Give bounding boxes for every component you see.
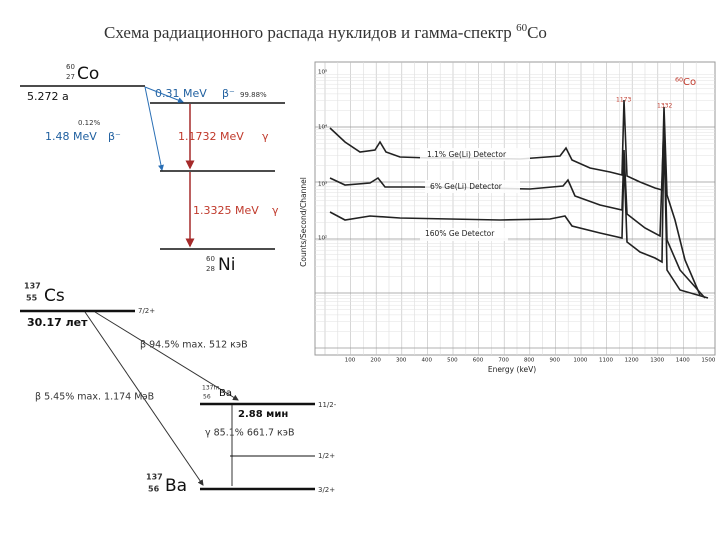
energy: 1.1732 MeV (178, 130, 244, 143)
z: 28 (206, 265, 215, 273)
x-axis-label: Energy (keV) (488, 365, 536, 374)
beta-arrow (144, 86, 164, 171)
energy: 1.3325 MeV (193, 204, 259, 217)
legend-bg (425, 180, 520, 193)
gamma: γ (272, 204, 279, 217)
symbol: Ba (219, 388, 232, 399)
half-life: 30.17 лет (27, 316, 88, 329)
spin: 11/2- (318, 401, 337, 409)
y-axis-label: Counts/Second/Channel (299, 177, 308, 267)
plot-frame (314, 61, 716, 356)
x-tick-label: 1000 (573, 358, 587, 364)
x-tick-label: 1200 (625, 358, 639, 364)
mass: 137m (202, 385, 219, 392)
beta: β⁻ (108, 130, 121, 143)
title-sup: 60 (516, 22, 528, 34)
cs137-scheme: 137 55 Cs 7/2+ 30.17 лет β 94.5% max. 51… (20, 282, 337, 496)
gamma: γ (262, 130, 269, 143)
y-tick-label: 10² (318, 235, 327, 242)
mass: 137 (146, 473, 163, 482)
grid (315, 62, 715, 355)
spin: 3/2+ (318, 486, 335, 494)
mass: 60 (206, 255, 215, 263)
x-tick-label: 500 (447, 358, 458, 364)
beta: β⁻ (222, 87, 235, 100)
legend-label: 1.1% Ge(Li) Detector (427, 150, 507, 159)
spin: 7/2+ (138, 307, 155, 315)
legend-label: 160% Ge Detector (425, 229, 495, 238)
co60-scheme: 60 27 Co 5.272 a 0.31 MeV β⁻ 99.88% 0.12… (20, 63, 285, 275)
x-tick-label: 1100 (599, 358, 613, 364)
legend-bg (420, 148, 530, 161)
half-life: 2.88 мин (238, 409, 288, 420)
title: Схема радиационного распада нуклидов и г… (104, 22, 547, 42)
x-tick-label: 600 (473, 358, 484, 364)
x-tick-label: 1500 (701, 358, 715, 364)
z: 56 (203, 394, 211, 401)
spectrum-curve (329, 129, 709, 299)
spin: 1/2+ (318, 452, 335, 460)
peak-label: 1332 (657, 103, 672, 110)
percent: 99.88% (240, 91, 267, 99)
mass: 137 (24, 282, 41, 291)
legend-bg (420, 228, 508, 241)
gamma-label: γ 85.1% 661.7 кэВ (205, 428, 295, 439)
title-text: Схема радиационного распада нуклидов и г… (104, 23, 516, 42)
peak-label: 1173 (616, 97, 631, 104)
beta-arrow (144, 86, 184, 103)
x-tick-label: 800 (524, 358, 535, 364)
x-tick-label: 1300 (650, 358, 664, 364)
source-label: ⁶⁰Co (675, 77, 696, 88)
x-tick-label: 100 (345, 358, 356, 364)
x-tick-label: 700 (498, 358, 509, 364)
z: 27 (66, 73, 75, 81)
beta-arrow (84, 311, 204, 486)
beta-label: β 5.45% max. 1.174 МэВ (35, 392, 154, 403)
z: 55 (26, 294, 38, 303)
symbol: Cs (44, 286, 65, 306)
energy: 1.48 MeV (45, 130, 97, 143)
legend-label: 6% Ge(Li) Detector (430, 182, 503, 191)
x-tick-label: 900 (550, 358, 561, 364)
symbol: Ni (218, 255, 235, 275)
symbol: Ba (165, 476, 187, 496)
y-tick-label: 10³ (318, 181, 327, 188)
x-tick-label: 300 (396, 358, 407, 364)
spectrum: 1.1% Ge(Li) Detector 6% Ge(Li) Detector … (299, 61, 716, 374)
symbol: Co (77, 64, 99, 84)
half-life: 5.272 a (27, 90, 69, 103)
spectrum-curve (329, 119, 706, 299)
beta-arrow (94, 311, 239, 401)
x-tick-label: 1400 (676, 358, 690, 364)
z: 56 (148, 485, 160, 494)
x-tick-label: 200 (370, 358, 381, 364)
percent: 0.12% (78, 119, 101, 127)
title-element: Co (527, 23, 547, 42)
x-tick-label: 400 (422, 358, 433, 364)
mass: 60 (66, 63, 75, 71)
energy: 0.31 MeV (155, 87, 207, 100)
y-tick-label: 10⁴ (318, 124, 328, 131)
y-tick-label: 10⁵ (318, 69, 327, 76)
beta-label: β 94.5% max. 512 кэВ (140, 340, 248, 351)
